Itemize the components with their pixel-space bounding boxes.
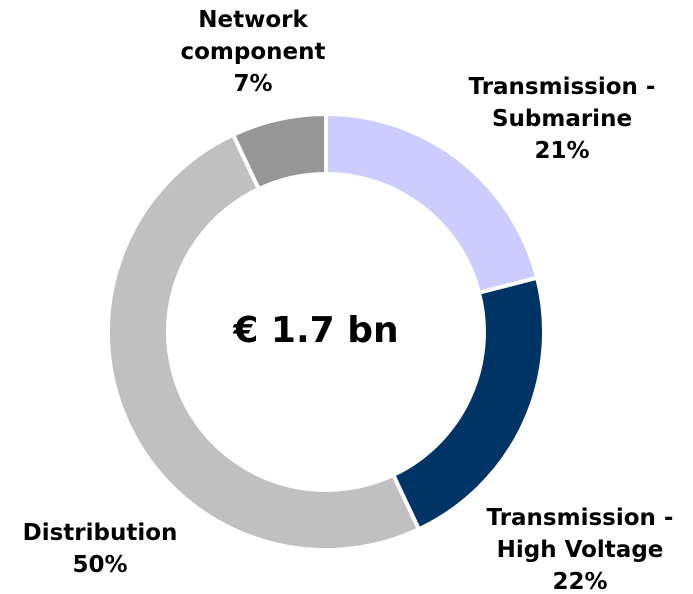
segment-label: Network component 7%	[180, 7, 325, 97]
category-label: Transmission -	[469, 74, 656, 100]
value-label: 7%	[233, 71, 272, 97]
category-label: High Voltage	[497, 537, 664, 563]
donut-segment	[390, 275, 546, 532]
donut-segment	[230, 111, 328, 192]
center-label: € 1.7 bn	[232, 310, 398, 351]
donut-segment	[324, 111, 540, 296]
category-label: Network	[198, 7, 308, 33]
donut-segment	[105, 132, 422, 553]
value-label: 50%	[72, 552, 127, 578]
category-label: component	[180, 39, 325, 65]
value-label: 22%	[552, 569, 607, 594]
segment-label: Transmission - High Voltage 22%	[487, 505, 674, 594]
segment-label: Distribution 50%	[23, 520, 178, 578]
category-label: Submarine	[492, 106, 632, 132]
category-label: Distribution	[23, 520, 178, 546]
segment-label: Transmission - Submarine 21%	[469, 74, 656, 164]
category-label: Transmission -	[487, 505, 674, 531]
value-label: 21%	[534, 138, 589, 164]
